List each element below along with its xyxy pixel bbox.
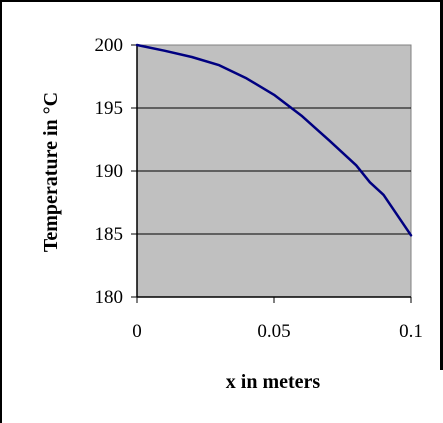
y-tick-label: 195 [95, 98, 124, 119]
y-tick-label: 180 [95, 287, 124, 308]
frame-left-border [0, 0, 2, 423]
x-tick-label: 0.05 [257, 321, 290, 342]
y-tick-label: 190 [95, 161, 124, 182]
frame-top-border [0, 0, 443, 2]
y-axis-label: Temperature in °C [40, 92, 62, 252]
x-axis-label: x in meters [226, 371, 321, 393]
y-tick-label: 200 [95, 35, 124, 56]
frame-right-border [440, 0, 443, 370]
temperature-series-line [135, 43, 413, 237]
x-tick-label: 0 [132, 321, 142, 342]
y-tick-label: 185 [95, 224, 124, 245]
axis-layer: 200 195 190 185 180 0 0.05 0.1 [95, 35, 423, 342]
x-tick-label: 0.1 [399, 321, 423, 342]
series-layer [135, 43, 413, 237]
frame-bottom-gap [440, 370, 443, 423]
plot-layer [136, 44, 412, 298]
